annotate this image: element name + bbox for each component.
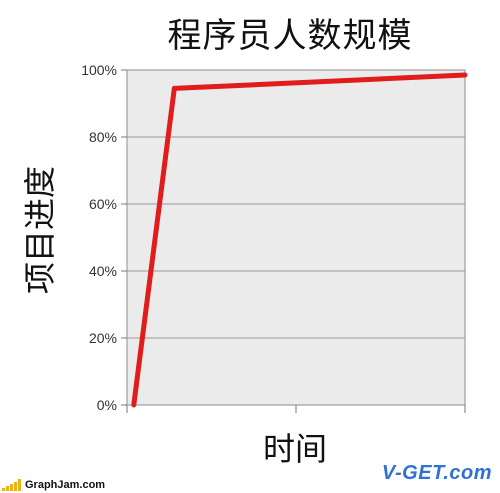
plot-area <box>126 69 466 406</box>
y-tick-label: 60% <box>89 196 117 212</box>
y-tick-label: 20% <box>89 330 117 346</box>
graphjam-watermark: GraphJam.com <box>25 479 106 491</box>
vget-watermark: V-GET.com <box>381 462 492 484</box>
x-axis-title: 时间 <box>262 430 327 468</box>
y-tick-label: 40% <box>89 263 117 279</box>
graphjam-bars-icon <box>2 479 21 491</box>
y-tick-label: 100% <box>81 62 117 78</box>
chart-title: 程序员人数规模 <box>167 16 413 56</box>
graphjam-logo: GraphJam.com <box>2 477 105 491</box>
y-tick-label: 80% <box>89 129 117 145</box>
y-tick-label: 0% <box>97 397 117 413</box>
series-line <box>131 72 468 408</box>
